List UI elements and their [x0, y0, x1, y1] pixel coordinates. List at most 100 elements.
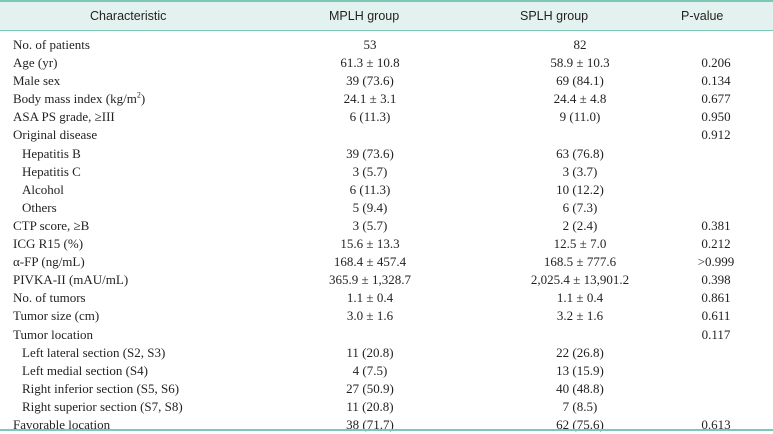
cell-mplh: 365.9 ± 1,328.7 [329, 272, 411, 288]
cell-splh: 6 (7.3) [562, 199, 598, 215]
cell-splh: 40 (48.8) [556, 380, 604, 396]
cell-mplh: 15.6 ± 13.3 [340, 236, 400, 252]
cell-splh: 2,025.4 ± 13,901.2 [530, 272, 630, 288]
header-splh-group: SPLH group [520, 9, 589, 23]
cell-splh: 9 (11.0) [559, 109, 601, 125]
table-row: Tumor size (cm) 3.0 ± 1.6 3.2 ± 1.6 0.611 [0, 307, 773, 325]
table-body: No. of patients 53 82 Age (yr) 61.3 ± 10.8 58… [0, 36, 773, 434]
cell-mplh: 3 (5.7) [352, 163, 388, 179]
cell-p-value: 0.861 [701, 290, 731, 306]
cell-characteristic: Others [22, 199, 57, 215]
table-row: ASA PS grade, ≥III 6 (11.3) 9 (11.0) 0.950 [0, 108, 773, 126]
cell-characteristic: Hepatitis C [22, 163, 81, 179]
table-row: No. of patients 53 82 [0, 36, 773, 54]
cell-splh: 12.5 ± 7.0 [553, 236, 607, 252]
cell-mplh: 53 [363, 37, 377, 52]
table-row: PIVKA-II (mAU/mL) 365.9 ± 1,328.7 2,025.4 … [0, 271, 773, 289]
cell-mplh: 3 (5.7) [352, 217, 388, 233]
cell-characteristic: Male sex [13, 73, 61, 89]
cell-mplh: 4 (7.5) [352, 362, 388, 378]
cell-characteristic: Tumor size (cm) [13, 308, 100, 324]
table-bottom-rule [0, 429, 773, 431]
cell-splh: 63 (76.8) [556, 145, 604, 161]
table-row: Alcohol 6 (11.3) 10 (12.2) [0, 181, 773, 199]
cell-mplh: 39 (73.6) [346, 145, 394, 161]
cell-mplh: 61.3 ± 10.8 [340, 55, 400, 71]
cell-splh: 58.9 ± 10.3 [550, 55, 610, 71]
table-row: Right inferior section (S5, S6) 27 (50.9)… [0, 380, 773, 398]
table-row: α-FP (ng/mL) 168.4 ± 457.4 168.5 ± 777.6 >0… [0, 253, 773, 271]
table-row: Favorable location 38 (71.7) 62 (75.6) 0.61… [0, 416, 773, 434]
cell-characteristic: No. of patients [13, 37, 90, 52]
cell-splh: 3 (3.7) [562, 163, 598, 179]
cell-characteristic: PIVKA-II (mAU/mL) [13, 272, 129, 288]
cell-splh: 82 [573, 37, 587, 52]
cell-characteristic-tail: ) [140, 91, 146, 107]
table-row: Body mass index (kg/m2) 24.1 ± 3.1 24.4 ± … [0, 90, 773, 108]
cell-mplh: 6 (11.3) [349, 181, 391, 197]
cell-characteristic: Age (yr) [13, 55, 58, 71]
cell-splh: 3.2 ± 1.6 [556, 308, 604, 324]
cell-characteristic-superscript: 2 [136, 90, 141, 100]
cell-p-value: 0.381 [701, 217, 731, 233]
cell-splh: 22 (26.8) [556, 344, 604, 360]
table-row: Right superior section (S7, S8) 11 (20.8)… [0, 398, 773, 416]
cell-mplh: 39 (73.6) [346, 73, 394, 89]
table-row: Left medial section (S4) 4 (7.5) 13 (15.9) [0, 362, 773, 380]
cell-splh: 168.5 ± 777.6 [543, 254, 617, 270]
cell-characteristic: ICG R15 (%) [13, 236, 84, 252]
cell-characteristic: ASA PS grade, ≥III [13, 109, 115, 125]
table-row: Hepatitis C 3 (5.7) 3 (3.7) [0, 163, 773, 181]
header-p-value: P-value [681, 9, 724, 23]
table-row: Hepatitis B 39 (73.6) 63 (76.8) [0, 145, 773, 163]
cell-p-value: 0.206 [701, 55, 731, 71]
cell-characteristic: α-FP (ng/mL) [13, 254, 85, 270]
table-row: ICG R15 (%) 15.6 ± 13.3 12.5 ± 7.0 0.212 [0, 235, 773, 253]
cell-characteristic: No. of tumors [13, 290, 86, 306]
cell-characteristic: Original disease [13, 127, 98, 143]
cell-characteristic: Alcohol [22, 181, 64, 197]
cell-mplh: 11 (20.8) [346, 398, 394, 414]
cell-characteristic: Left lateral section (S2, S3) [22, 344, 166, 360]
cell-characteristic: Hepatitis B [22, 145, 81, 161]
cell-characteristic-text: Body mass index (kg/m [13, 91, 137, 107]
table-row: Original disease 0.912 [0, 126, 773, 144]
cell-splh: 10 (12.2) [556, 181, 604, 197]
table-row: Others 5 (9.4) 6 (7.3) [0, 199, 773, 217]
cell-mplh: 6 (11.3) [349, 109, 391, 125]
cell-mplh: 168.4 ± 457.4 [333, 254, 407, 270]
cell-splh: 24.4 ± 4.8 [553, 91, 607, 107]
cell-characteristic: Right superior section (S7, S8) [22, 398, 183, 414]
header-characteristic: Characteristic [90, 9, 167, 23]
table-row: CTP score, ≥B 3 (5.7) 2 (2.4) 0.381 [0, 217, 773, 235]
cell-p-value: 0.950 [701, 109, 731, 125]
cell-characteristic: CTP score, ≥B [13, 217, 90, 233]
cell-splh: 7 (8.5) [562, 398, 598, 414]
cell-mplh: 1.1 ± 0.4 [346, 290, 394, 306]
table-row: Tumor location 0.117 [0, 326, 773, 344]
cell-characteristic: Right inferior section (S5, S6) [22, 380, 180, 396]
cell-splh: 69 (84.1) [556, 73, 604, 89]
table-row: Left lateral section (S2, S3) 11 (20.8) 22… [0, 344, 773, 362]
cell-p-value: 0.912 [701, 127, 731, 143]
table-row: Age (yr) 61.3 ± 10.8 58.9 ± 10.3 0.206 [0, 54, 773, 72]
cell-mplh: 24.1 ± 3.1 [343, 91, 397, 107]
cell-p-value: >0.999 [697, 254, 735, 270]
table-header: Characteristic MPLH group SPLH group P-v… [0, 2, 773, 31]
cell-p-value: 0.212 [701, 236, 731, 252]
cell-p-value: 0.611 [701, 308, 731, 324]
cell-p-value: 0.613 [701, 416, 731, 432]
table-row: Male sex 39 (73.6) 69 (84.1) 0.134 [0, 72, 773, 90]
cell-p-value: 0.677 [701, 91, 731, 107]
cell-p-value: 0.117 [701, 326, 731, 342]
cell-p-value: 0.134 [701, 73, 731, 89]
cell-mplh: 5 (9.4) [352, 199, 388, 215]
cell-mplh: 3.0 ± 1.6 [346, 308, 394, 324]
cell-splh: 62 (75.6) [556, 416, 604, 432]
cell-mplh: 27 (50.9) [346, 380, 394, 396]
cell-characteristic: Body mass index (kg/m2) [13, 90, 145, 108]
cell-splh: 2 (2.4) [562, 217, 598, 233]
cell-splh: 1.1 ± 0.4 [556, 290, 604, 306]
cell-characteristic: Tumor location [13, 326, 94, 342]
